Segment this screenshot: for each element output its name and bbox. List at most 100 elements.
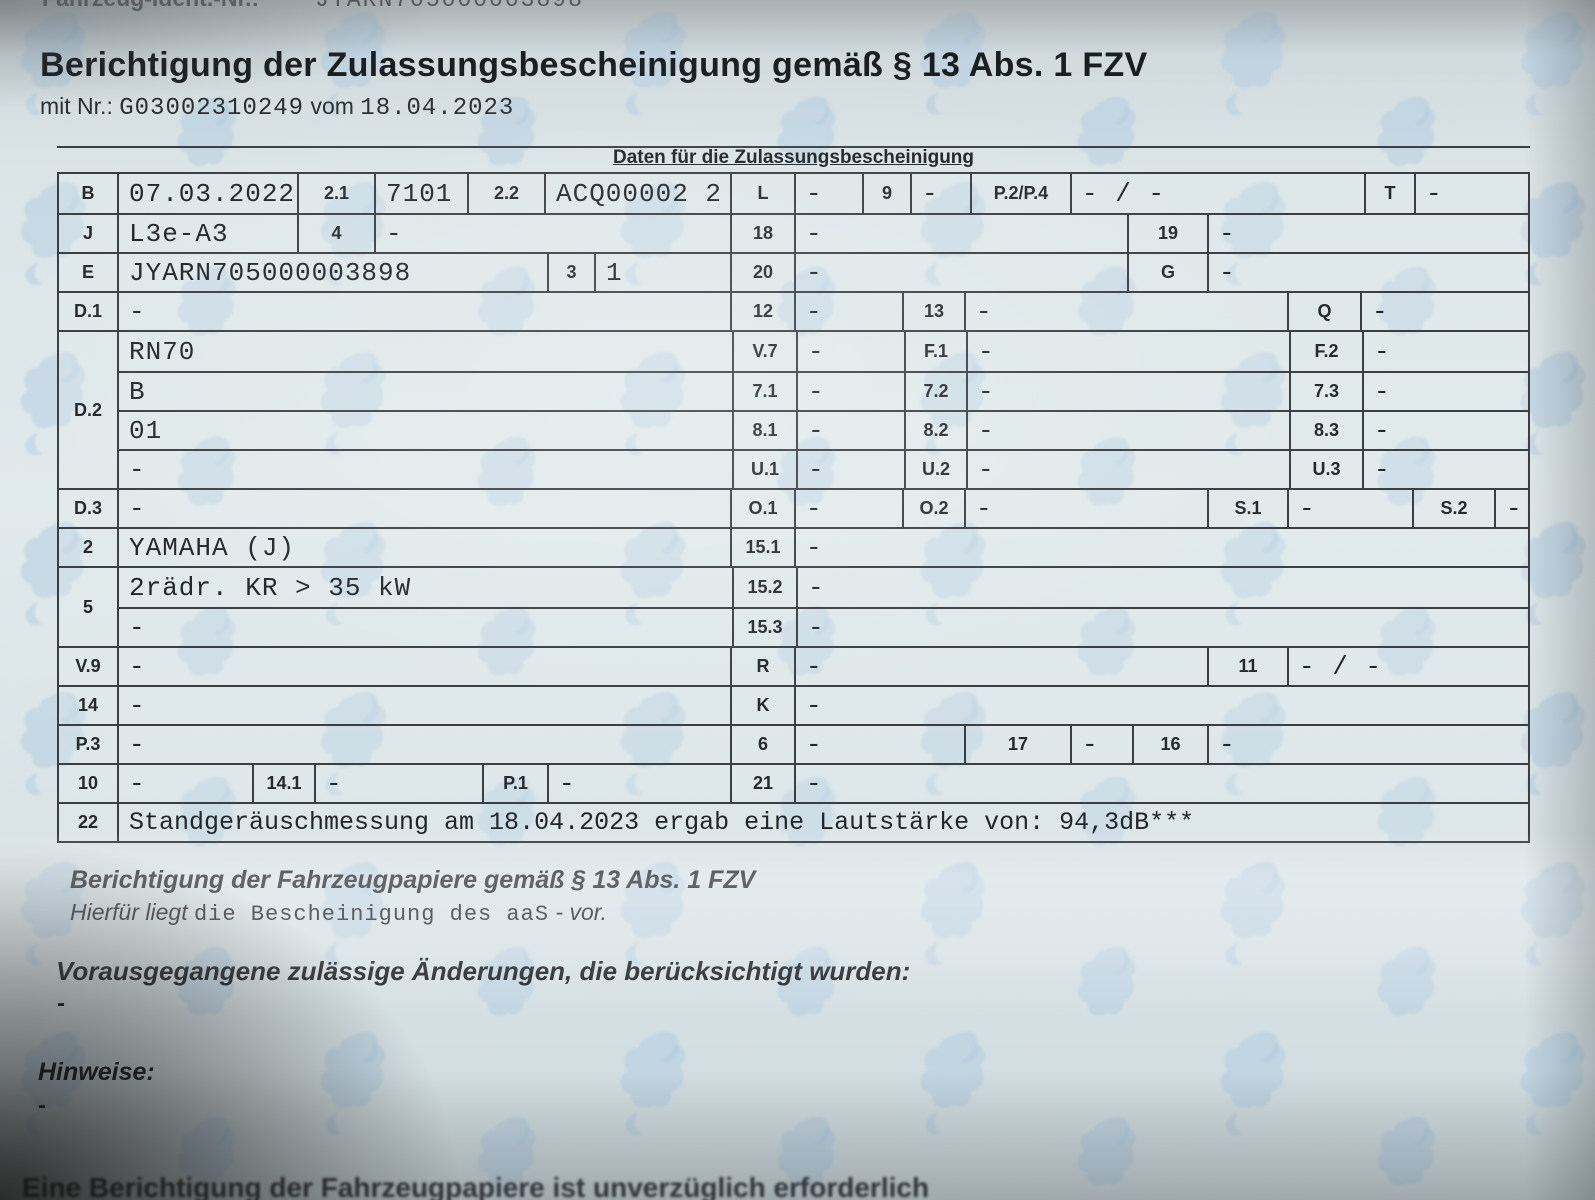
cell-21-label: 21 bbox=[730, 765, 794, 802]
cell-Q-value: - bbox=[1360, 293, 1528, 330]
cell-83-label: 8.3 bbox=[1289, 412, 1362, 449]
cell-4-label: 4 bbox=[297, 215, 374, 252]
cell-153-value: - bbox=[796, 609, 1528, 646]
cell-S2-value: - bbox=[1494, 490, 1528, 527]
cell-V7-value: - bbox=[796, 332, 904, 371]
cell-O2-label: O.2 bbox=[902, 490, 964, 527]
cell-2.2-label: 2.2 bbox=[467, 174, 544, 213]
row-D1: D.1 - 12 - 13 - Q - bbox=[59, 291, 1528, 330]
cell-D3-label: D.3 bbox=[73, 498, 102, 518]
cell-P3-label: P.3 bbox=[75, 734, 101, 754]
row-E: E JYARN705000003898 3 1 20 - G - bbox=[59, 252, 1528, 291]
cell-T-value: - bbox=[1414, 174, 1528, 213]
cell-P2P4-label: P.2/P.4 bbox=[970, 174, 1070, 213]
note-correction-pre: Hierfür liegt bbox=[70, 899, 194, 925]
cell-U3-value: - bbox=[1362, 451, 1528, 488]
cell-5-value-2: - bbox=[129, 612, 146, 643]
cell-6-label: 6 bbox=[730, 726, 794, 763]
cell-81-label: 8.1 bbox=[732, 412, 796, 449]
document-title: Berichtigung der Zulassungsbescheinigung… bbox=[40, 46, 1148, 84]
cell-P1-label: P.1 bbox=[482, 765, 547, 802]
note-correction-line: Hierfür liegt die Bescheinigung des aaS … bbox=[70, 899, 607, 927]
cell-2.2-value: ACQ00002 2 bbox=[544, 174, 730, 213]
cell-152-value: - bbox=[796, 568, 1528, 607]
subtitle-prefix: mit Nr.: bbox=[40, 93, 120, 119]
cell-9-label: 9 bbox=[862, 174, 910, 213]
cell-U3-label: U.3 bbox=[1289, 451, 1362, 488]
row-5-2: - 15.3 - bbox=[119, 607, 1528, 646]
cell-12-value: - bbox=[794, 293, 902, 330]
group-D2: D.2 RN70 V.7 - F.1 - F.2 - B 7.1 - 7.2 - bbox=[59, 330, 1528, 488]
note-hints-value: - bbox=[38, 1092, 46, 1119]
cell-18-label: 18 bbox=[730, 215, 794, 252]
cell-K-value: - bbox=[794, 687, 1528, 724]
vin-value: JYARN705000003898 bbox=[315, 0, 584, 13]
cell-10-label: 10 bbox=[77, 773, 99, 793]
note-correction-post: - vor. bbox=[549, 899, 607, 925]
cell-L-value: - bbox=[794, 174, 862, 213]
cell-P2P4-value: - / - bbox=[1070, 174, 1364, 213]
cell-O2-value: - bbox=[964, 490, 1207, 527]
row-D2-1: RN70 V.7 - F.1 - F.2 - bbox=[119, 332, 1528, 371]
note-correction-mono: die Bescheinigung des aaS bbox=[193, 902, 550, 927]
row-10: 10 - 14.1 - P.1 - 21 - bbox=[59, 763, 1528, 802]
row-B: B 07.03.2022 2.1 7101 2.2 ACQ00002 2 L -… bbox=[59, 174, 1528, 213]
cell-17-value: - bbox=[1070, 726, 1132, 763]
cell-6-value: - bbox=[794, 726, 964, 763]
table-caption: Daten für die Zulassungsbescheinigung bbox=[612, 147, 975, 168]
cell-V9-label: V.9 bbox=[75, 656, 101, 676]
cell-72-label: 7.2 bbox=[904, 373, 966, 410]
subtitle-date: 18.04.2023 bbox=[360, 95, 515, 122]
cell-U1-value: - bbox=[796, 451, 904, 488]
vin-header-row-cut: Fahrzeug-Ident.-Nr.: JYARN705000003898 bbox=[42, 0, 584, 13]
cell-151-label: 15.1 bbox=[730, 529, 794, 566]
cell-E-label: E bbox=[81, 262, 94, 282]
cell-U2-value: - bbox=[966, 451, 1289, 488]
cell-D2-value-2: B bbox=[129, 376, 146, 407]
cell-K-label: K bbox=[730, 687, 794, 724]
cell-F1-value: - bbox=[966, 332, 1289, 371]
cell-2.1-value: 7101 bbox=[374, 174, 467, 213]
cell-9-value: - bbox=[910, 174, 970, 213]
cell-V9-value: - bbox=[117, 648, 730, 685]
cell-18-value: - bbox=[794, 215, 1127, 252]
row-P3: P.3 - 6 - 17 - 16 - bbox=[59, 724, 1528, 763]
cell-14-label: 14 bbox=[77, 695, 99, 715]
cell-F2-value: - bbox=[1362, 332, 1528, 371]
document-subtitle: mit Nr.: G03002310249 vom 18.04.2023 bbox=[40, 93, 514, 122]
note-previous-changes-title: Vorausgegangene zulässige Änderungen, di… bbox=[56, 956, 911, 986]
cell-D2-value-3: 01 bbox=[129, 415, 163, 446]
cell-152-label: 15.2 bbox=[732, 568, 796, 607]
cell-141-value: - bbox=[314, 765, 482, 802]
cell-17-label: 17 bbox=[964, 726, 1070, 763]
cell-D2-label: D.2 bbox=[73, 399, 102, 420]
cell-B-label: B bbox=[81, 183, 95, 203]
cell-S1-value: - bbox=[1287, 490, 1412, 527]
cell-P1-value: - bbox=[547, 765, 730, 802]
cell-83-value: - bbox=[1362, 412, 1528, 449]
cell-153-label: 15.3 bbox=[732, 609, 796, 646]
cell-11-label: 11 bbox=[1207, 648, 1287, 685]
cell-T-label: T bbox=[1364, 174, 1414, 213]
row-14: 14 - K - bbox=[59, 685, 1528, 724]
cell-J-label: J bbox=[82, 223, 93, 243]
cell-20-value: - bbox=[794, 254, 1127, 291]
cell-16-value: - bbox=[1207, 726, 1528, 763]
cell-V7-label: V.7 bbox=[732, 332, 796, 371]
cell-U2-label: U.2 bbox=[904, 451, 966, 488]
cell-F1-label: F.1 bbox=[904, 332, 966, 371]
cell-3-value: 1 bbox=[594, 254, 730, 291]
cell-21-value: - bbox=[794, 765, 1528, 802]
cell-22-label: 22 bbox=[77, 812, 99, 832]
note-previous-changes-value: - bbox=[57, 990, 65, 1017]
cell-12-label: 12 bbox=[730, 293, 794, 330]
subtitle-middle: vom bbox=[304, 93, 361, 119]
note-hints-title: Hinweise: bbox=[38, 1058, 155, 1086]
cell-71-value: - bbox=[796, 373, 904, 410]
cell-2.1-label: 2.1 bbox=[297, 174, 374, 213]
cell-P3-value: - bbox=[117, 726, 730, 763]
row-D3: D.3 - O.1 - O.2 - S.1 - S.2 - bbox=[59, 488, 1528, 527]
cell-S1-label: S.1 bbox=[1207, 490, 1287, 527]
cell-L-label: L bbox=[730, 174, 794, 213]
